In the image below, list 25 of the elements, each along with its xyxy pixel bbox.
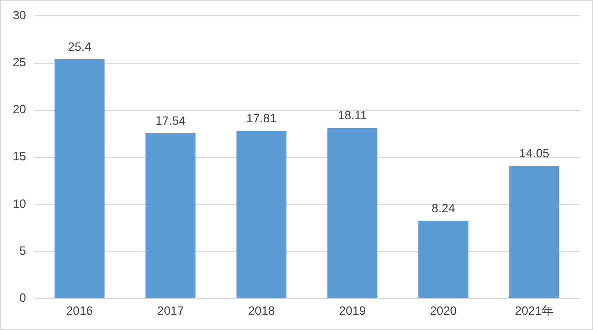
data-label: 25.4 [68,40,92,54]
x-tick-label: 2021年 [515,304,554,318]
y-tick-label: 10 [12,196,27,211]
y-tick-label: 20 [12,102,27,117]
bar [418,221,469,298]
bar [510,166,560,298]
bar [146,133,196,298]
data-label: 17.81 [246,111,278,126]
bar [54,60,105,298]
data-label: 17.54 [156,114,186,128]
x-tick-label: 2016 [66,304,94,318]
bar [236,130,287,298]
data-label: 14.05 [520,146,550,161]
y-tick-label: 30 [12,8,27,23]
data-label: 18.11 [338,108,368,122]
data-label: 8.24 [432,201,456,216]
y-tick-label: 25 [12,56,27,70]
y-tick-label: 15 [12,150,27,164]
y-tick-label: 0 [20,290,27,305]
x-tick-label: 2018 [248,304,276,318]
x-tick-label: 2017 [157,304,184,318]
y-tick-label: 5 [20,244,27,258]
x-tick-label: 2019 [339,304,366,318]
bar [328,128,378,298]
x-tick-label: 2020 [430,304,458,318]
